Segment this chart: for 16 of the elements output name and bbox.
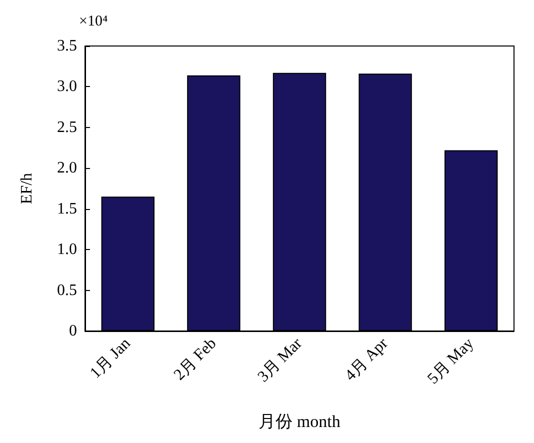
y-tick-label: 0 (69, 322, 77, 340)
y-tick-label: 1.0 (57, 241, 77, 258)
x-tick-label: 4月 Apr (342, 334, 392, 384)
y-tick-label: 2.5 (57, 118, 77, 136)
y-axis-title: EF/h (18, 172, 36, 204)
y-tick-label: 2.0 (57, 160, 77, 177)
x-tick-label: 1月 Jan (87, 334, 134, 382)
text: ×10⁴ (79, 14, 108, 30)
y-tick-label: 3.5 (57, 38, 77, 54)
x-tick-label: 5月 May (424, 334, 478, 388)
y-tick-label: 3.0 (57, 78, 77, 96)
x-tick-label: 3月 Mar (254, 334, 306, 386)
x-tick-label: 2月 Feb (170, 334, 220, 384)
x-axis-title: 月份 month (258, 412, 341, 431)
y-tick-label: 0.5 (57, 282, 77, 299)
y-tick-label: 1.5 (57, 200, 77, 218)
